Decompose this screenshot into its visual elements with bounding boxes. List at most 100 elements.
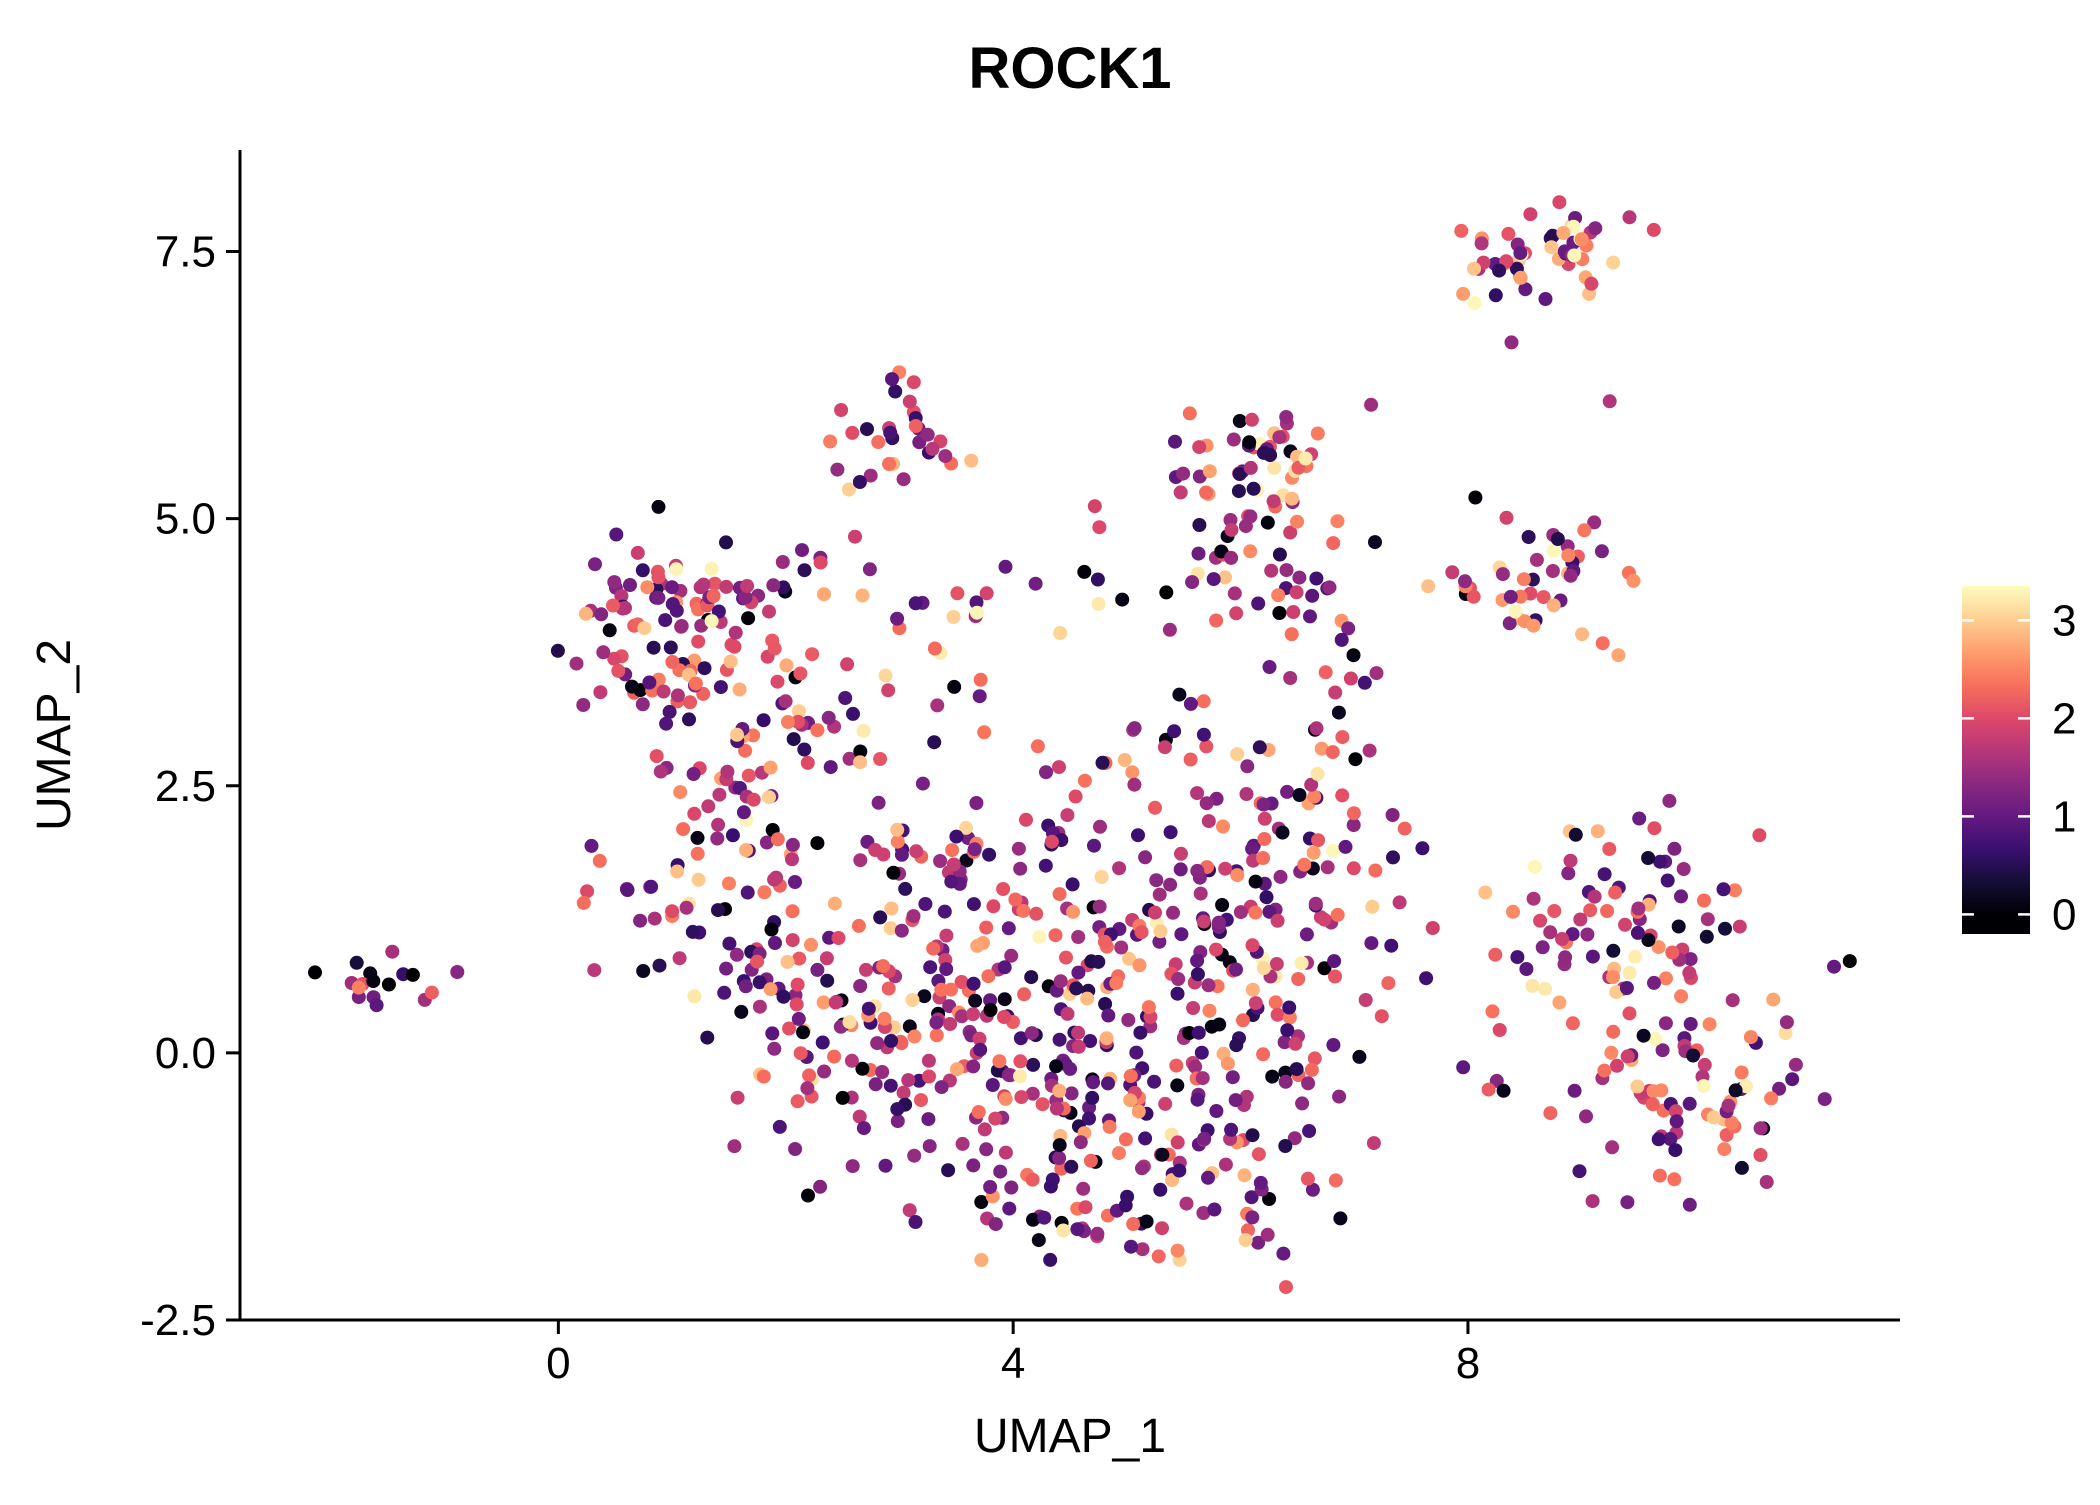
data-point: [1121, 1013, 1136, 1027]
data-point: [602, 623, 617, 638]
data-point: [950, 586, 965, 601]
data-point: [1543, 1106, 1558, 1121]
data-point: [1056, 1223, 1071, 1238]
data-point: [1641, 851, 1656, 865]
data-point: [923, 960, 938, 975]
data-point: [1162, 622, 1177, 637]
data-point: [1276, 1246, 1291, 1261]
data-point: [842, 1015, 857, 1029]
data-point: [1302, 1124, 1317, 1138]
data-point: [1196, 914, 1211, 929]
data-point: [1053, 974, 1068, 989]
data-point: [1201, 1170, 1215, 1185]
data-point: [1163, 825, 1178, 840]
data-point: [1314, 741, 1329, 756]
data-point: [1248, 874, 1263, 889]
data-point: [1785, 1072, 1800, 1087]
data-point: [1262, 1192, 1277, 1206]
data-point: [998, 1145, 1013, 1160]
data-point: [1014, 1090, 1029, 1105]
data-point: [1648, 1031, 1663, 1046]
data-point: [1118, 1132, 1133, 1147]
data-point: [369, 998, 384, 1013]
data-point: [1663, 1132, 1678, 1146]
data-point: [1251, 596, 1266, 611]
data-point: [636, 964, 651, 978]
data-point: [1190, 863, 1205, 878]
data-point: [1504, 335, 1519, 350]
data-point: [762, 790, 776, 805]
data-point: [1278, 1074, 1293, 1089]
data-point: [922, 1069, 936, 1084]
data-point: [1307, 1051, 1322, 1066]
data-point: [1325, 745, 1340, 760]
data-point: [1115, 592, 1130, 607]
data-point: [1696, 1079, 1711, 1094]
data-point: [1700, 912, 1715, 927]
data-point: [1284, 627, 1299, 642]
data-point: [1555, 932, 1570, 946]
data-point: [1291, 972, 1306, 986]
data-point: [979, 586, 994, 601]
data-point: [719, 535, 733, 550]
data-point: [1699, 929, 1714, 944]
data-point: [974, 1195, 989, 1209]
data-point: [810, 723, 825, 738]
data-point: [1597, 867, 1612, 882]
data-point: [593, 685, 608, 700]
data-point: [1029, 906, 1044, 921]
data-point: [1173, 862, 1188, 877]
data-point: [914, 1093, 928, 1108]
data-point: [1102, 1119, 1117, 1134]
data-point: [550, 643, 565, 658]
data-point: [1697, 1057, 1712, 1072]
data-point: [846, 706, 860, 721]
data-point: [1201, 978, 1216, 993]
data-point: [1492, 1023, 1507, 1037]
data-point: [1245, 1210, 1260, 1225]
data-point: [1039, 765, 1053, 780]
data-point: [805, 647, 820, 662]
data-point: [756, 1069, 771, 1084]
data-point: [785, 904, 800, 919]
data-point: [993, 1164, 1008, 1179]
data-point: [1233, 905, 1248, 920]
data-point: [1619, 981, 1634, 995]
data-point: [1706, 1110, 1721, 1125]
data-point: [1300, 1171, 1315, 1186]
data-point: [1645, 1097, 1660, 1112]
data-point: [659, 716, 674, 731]
data-point: [1201, 814, 1216, 829]
data-point: [1392, 895, 1407, 910]
data-point: [1338, 839, 1353, 854]
data-point: [853, 979, 868, 993]
data-point: [930, 698, 945, 713]
data-point: [1019, 812, 1033, 827]
data-point: [852, 475, 867, 489]
data-point: [711, 817, 726, 832]
data-point: [1292, 788, 1307, 802]
data-point: [1827, 959, 1841, 974]
data-point: [954, 1009, 969, 1024]
data-point: [349, 955, 364, 970]
data-point: [1004, 1180, 1019, 1195]
data-point: [955, 1136, 970, 1151]
data-point: [756, 713, 771, 728]
data-point: [1048, 928, 1063, 943]
data-point: [1295, 1096, 1310, 1111]
data-point: [1194, 1045, 1209, 1060]
data-point: [800, 1081, 815, 1096]
data-point: [1552, 195, 1567, 210]
data-point: [1320, 860, 1335, 875]
data-point: [1094, 870, 1109, 884]
data-point: [1499, 510, 1514, 525]
data-point: [1123, 1069, 1138, 1083]
data-point: [1718, 921, 1732, 936]
data-point: [1155, 1147, 1170, 1162]
data-point: [1243, 460, 1258, 475]
data-point: [1659, 971, 1673, 986]
data-point: [868, 1077, 883, 1092]
data-point: [1545, 564, 1560, 578]
data-point: [1605, 1140, 1620, 1155]
data-point: [1256, 851, 1271, 865]
